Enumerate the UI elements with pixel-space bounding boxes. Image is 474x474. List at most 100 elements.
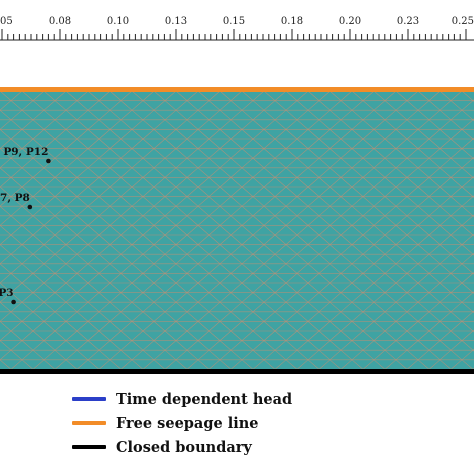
mesh-edge-diagonal — [54, 301, 67, 313]
mesh-edge-diagonal — [109, 215, 122, 226]
mesh-edge-diagonal — [76, 205, 89, 217]
mesh-edge-diagonal — [461, 301, 474, 313]
mesh-edge-diagonal — [54, 109, 67, 121]
mesh-edge-diagonal — [252, 138, 265, 149]
mesh-edge-diagonal — [461, 321, 474, 332]
mesh-edge-diagonal — [175, 273, 188, 284]
mesh-edge-diagonal — [395, 292, 408, 303]
mesh-edge-diagonal — [120, 196, 133, 207]
mesh-edge-diagonal — [263, 225, 276, 236]
mesh-edge-diagonal — [0, 244, 12, 255]
mesh-edge-diagonal — [373, 349, 386, 361]
mesh-edge-diagonal — [21, 205, 34, 217]
mesh-edge-diagonal — [175, 157, 188, 169]
mesh-edge-diagonal — [98, 273, 111, 284]
mesh-edge-diagonal — [76, 109, 89, 121]
mesh-edge-diagonal — [384, 138, 397, 149]
mesh-edge-diagonal — [263, 186, 276, 197]
mesh-edge-diagonal — [10, 148, 23, 159]
mesh-edge-diagonal — [351, 157, 364, 169]
mesh-edge-diagonal — [10, 215, 23, 226]
mesh-edge-diagonal — [0, 340, 12, 351]
mesh-edge-diagonal — [153, 292, 166, 303]
mesh-edge-diagonal — [10, 186, 23, 197]
mesh-edge-diagonal — [175, 186, 188, 197]
mesh-edge-diagonal — [340, 167, 353, 178]
mesh-edge-diagonal — [329, 205, 342, 217]
mesh-edge-diagonal — [252, 282, 265, 293]
mesh-edge-diagonal — [263, 330, 276, 341]
mesh-edge-diagonal — [329, 100, 342, 111]
mesh-edge-diagonal — [54, 292, 67, 303]
mesh-edge-diagonal — [109, 196, 122, 207]
mesh-edge-diagonal — [131, 196, 144, 207]
mesh-edge-diagonal — [274, 311, 287, 322]
mesh-edge-diagonal — [0, 225, 12, 236]
mesh-edge-diagonal — [98, 138, 111, 149]
mesh-edge-diagonal — [54, 186, 67, 197]
mesh-edge-diagonal — [307, 138, 320, 149]
mesh-edge-diagonal — [98, 321, 111, 332]
mesh-edge-diagonal — [461, 119, 474, 130]
ruler-label: 0.13 — [165, 16, 187, 27]
mesh-edge-diagonal — [153, 205, 166, 217]
mesh-edge-diagonal — [76, 234, 89, 245]
mesh-edge-diagonal — [54, 129, 67, 140]
mesh-edge-diagonal — [318, 205, 331, 217]
mesh-edge-diagonal — [318, 349, 331, 361]
mesh-edge-diagonal — [208, 359, 221, 370]
mesh-edge-diagonal — [43, 263, 56, 274]
mesh-edge-diagonal — [98, 340, 111, 351]
mesh-edge-diagonal — [0, 253, 12, 265]
mesh-edge-diagonal — [395, 234, 408, 245]
mesh-edge-diagonal — [230, 359, 243, 370]
mesh-edge-diagonal — [175, 215, 188, 226]
mesh-edge-diagonal — [153, 109, 166, 121]
mesh-edge-diagonal — [87, 109, 100, 121]
mesh-edge-diagonal — [0, 129, 12, 140]
mesh-edge-diagonal — [10, 282, 23, 293]
mesh-edge-diagonal — [21, 167, 34, 178]
mesh-edge-diagonal — [395, 215, 408, 226]
mesh-edge-diagonal — [54, 100, 67, 111]
mesh-edge-diagonal — [384, 215, 397, 226]
mesh-edge-diagonal — [98, 196, 111, 207]
mesh-edge-diagonal — [219, 292, 232, 303]
mesh-edge-diagonal — [329, 311, 342, 322]
mesh-edge-diagonal — [252, 100, 265, 111]
mesh-edge-diagonal — [54, 157, 67, 169]
mesh-edge-diagonal — [219, 282, 232, 293]
mesh-edge-diagonal — [87, 186, 100, 197]
mesh-edge-diagonal — [21, 282, 34, 293]
mesh-edge-diagonal — [329, 234, 342, 245]
mesh-edge-diagonal — [32, 167, 45, 178]
mesh-edge-diagonal — [65, 292, 78, 303]
mesh-edge-diagonal — [197, 138, 210, 149]
mesh-edge-diagonal — [285, 301, 298, 313]
mesh-edge-diagonal — [406, 263, 419, 274]
mesh-edge-diagonal — [384, 167, 397, 178]
mesh-edge-diagonal — [0, 157, 12, 169]
mesh-edge-diagonal — [76, 292, 89, 303]
mesh-edge-diagonal — [428, 157, 441, 169]
mesh-edge-diagonal — [131, 359, 144, 370]
mesh-edge-diagonal — [186, 292, 199, 303]
mesh-edge-diagonal — [175, 359, 188, 370]
mesh-edge-diagonal — [120, 234, 133, 245]
mesh-edge-diagonal — [296, 177, 309, 188]
ruler-ticks — [1, 29, 467, 40]
mesh-edge-diagonal — [307, 349, 320, 361]
mesh-edge-diagonal — [208, 109, 221, 121]
mesh-edge-diagonal — [252, 330, 265, 341]
mesh-edge-diagonal — [395, 119, 408, 130]
mesh-edge-diagonal — [230, 234, 243, 245]
mesh-edge-diagonal — [142, 330, 155, 341]
mesh-edge-diagonal — [362, 263, 375, 274]
mesh-edge-diagonal — [351, 205, 364, 217]
mesh-edge-diagonal — [340, 196, 353, 207]
mesh-edge-diagonal — [252, 234, 265, 245]
mesh-edge-diagonal — [395, 253, 408, 265]
mesh-edge-diagonal — [340, 321, 353, 332]
mesh-edge-diagonal — [428, 225, 441, 236]
mesh-edge-diagonal — [285, 244, 298, 255]
